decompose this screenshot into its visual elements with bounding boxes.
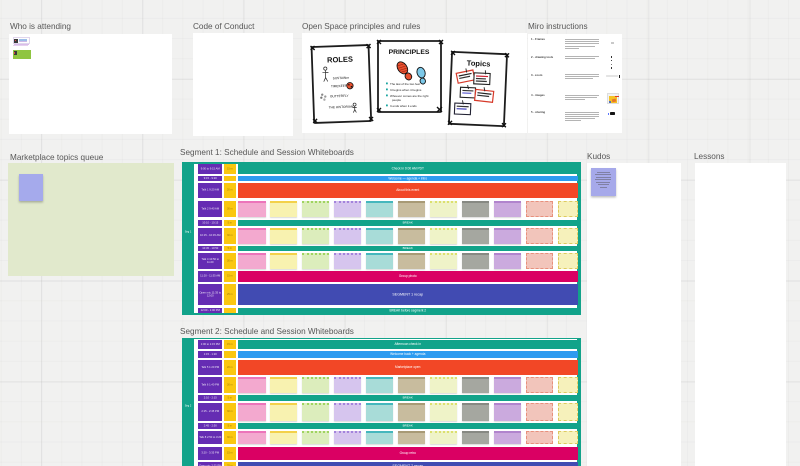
svg-text:ROLES: ROLES — [327, 55, 353, 65]
svg-text:BUTTERFLY: BUTTERFLY — [330, 94, 349, 99]
svg-text:people: people — [392, 98, 401, 102]
svg-text:SUSTAINer: SUSTAINer — [333, 76, 350, 81]
svg-text:TIMEKEEPER: TIMEKEEPER — [331, 84, 352, 89]
svg-text:THE HISTORIAN: THE HISTORIAN — [329, 105, 354, 110]
svg-text:The law of the two feet: The law of the two feet — [390, 82, 420, 86]
svg-text:Whoever comes are the right: Whoever comes are the right — [390, 94, 429, 98]
svg-text:It ends when it ends: It ends when it ends — [390, 104, 417, 108]
svg-text:PRINCIPLES: PRINCIPLES — [389, 49, 430, 56]
svg-text:It begins when it begins: It begins when it begins — [390, 88, 422, 92]
svg-text:Topics: Topics — [467, 59, 491, 69]
